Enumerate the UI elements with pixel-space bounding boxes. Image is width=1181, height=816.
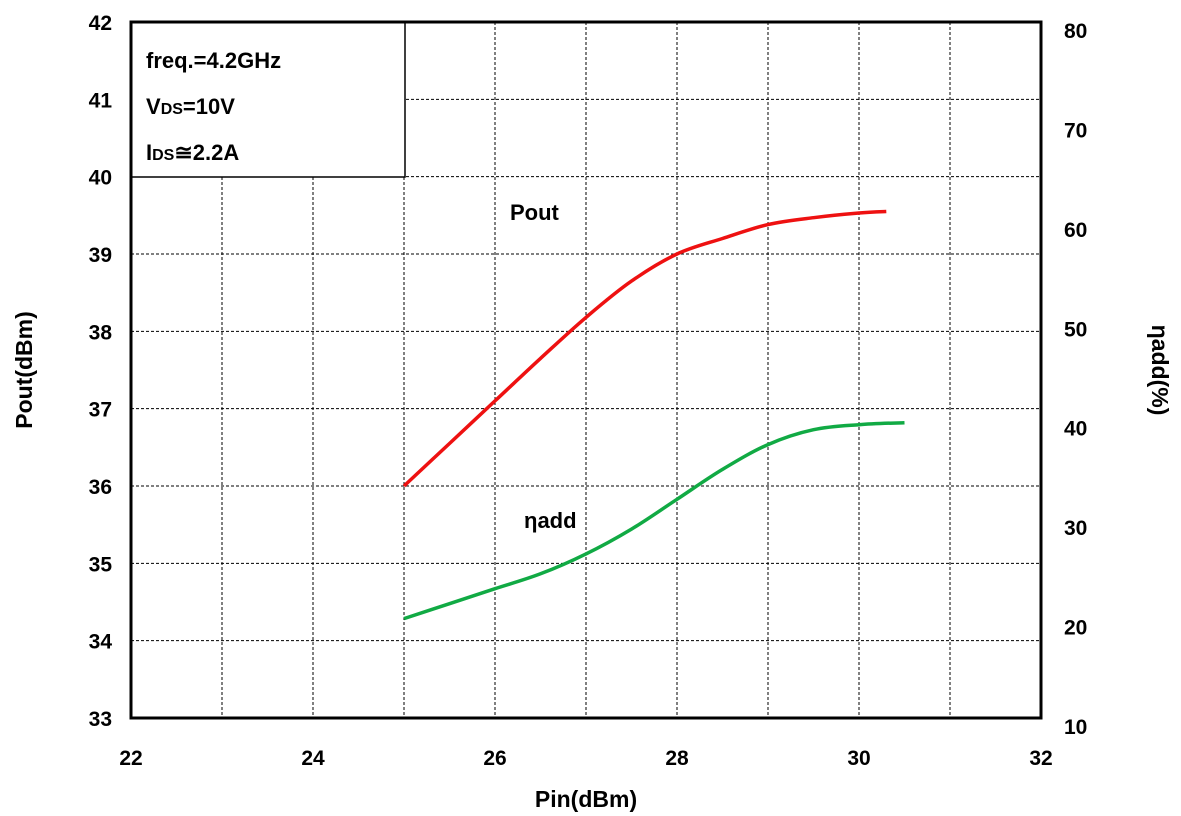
- conditions-box: freq.=4.2GHz VDS=10V IDS≅2.2A: [130, 21, 406, 178]
- tick-labels: 22 24 26 28 30 32 33 34 35 36 37 38 39 40 41 42 10 20 30 40…: [89, 12, 1088, 770]
- series-label-etaadd: ηadd: [524, 508, 577, 533]
- y-tick-label: 40: [89, 167, 112, 190]
- y2-tick-label: 10: [1064, 716, 1087, 739]
- y-tick-label: 36: [89, 476, 112, 499]
- condition-vds-symbol: V: [146, 94, 161, 119]
- y2-axis-title: ηadd(%): [1147, 325, 1173, 416]
- y-tick-label: 42: [89, 12, 112, 35]
- x-tick-label: 28: [665, 747, 689, 770]
- x-tick-label: 22: [119, 747, 142, 770]
- y-tick-label: 41: [89, 89, 113, 112]
- condition-vds-value: =10V: [183, 94, 235, 119]
- y2-tick-label: 60: [1064, 219, 1087, 242]
- y2-tick-label: 80: [1064, 20, 1087, 43]
- y2-tick-label: 40: [1064, 418, 1087, 441]
- y2-tick-label: 50: [1064, 318, 1087, 341]
- condition-ids: IDS≅2.2A: [146, 140, 239, 165]
- y-axis-title: Pout(dBm): [11, 311, 37, 429]
- condition-ids-subscript: DS: [152, 147, 175, 164]
- y-tick-label: 39: [89, 244, 112, 267]
- condition-ids-value: ≅2.2A: [174, 140, 239, 165]
- y2-tick-label: 20: [1064, 617, 1087, 640]
- y-tick-label: 34: [89, 631, 113, 654]
- series-line-etaadd: [403, 420, 905, 621]
- series-label-pout: Pout: [510, 200, 560, 225]
- series-layer: [402, 209, 905, 621]
- x-tick-label: 24: [301, 747, 325, 770]
- x-axis-title: Pin(dBm): [535, 786, 637, 812]
- y-tick-label: 37: [89, 399, 112, 422]
- y-tick-label: 38: [89, 321, 113, 344]
- condition-vds: VDS=10V: [146, 94, 235, 119]
- y-tick-label: 33: [89, 708, 112, 731]
- y2-tick-label: 30: [1064, 517, 1087, 540]
- plot-frame: [129, 20, 1043, 720]
- y2-tick-label: 70: [1064, 119, 1087, 142]
- x-tick-label: 32: [1029, 747, 1052, 770]
- condition-ids-symbol: I: [146, 140, 152, 165]
- condition-freq: freq.=4.2GHz: [146, 48, 281, 73]
- condition-vds-subscript: DS: [161, 101, 184, 118]
- x-tick-label: 26: [483, 747, 506, 770]
- series-line-pout: [402, 209, 887, 488]
- x-tick-label: 30: [847, 747, 870, 770]
- y-tick-label: 35: [89, 553, 113, 576]
